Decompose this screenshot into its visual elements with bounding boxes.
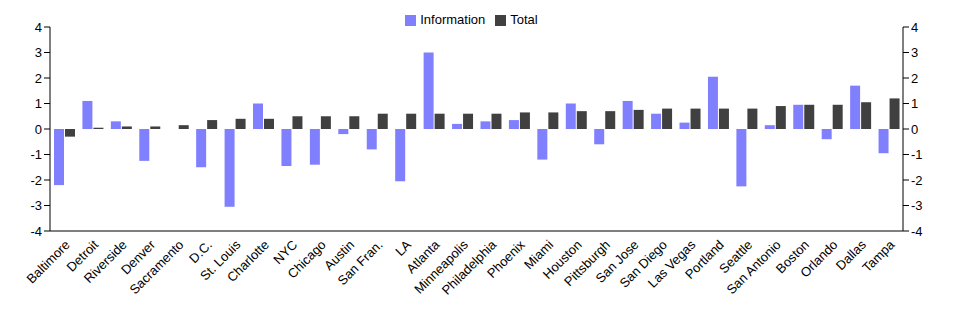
svg-text:-3: -3 xyxy=(30,198,42,213)
svg-text:Charlotte: Charlotte xyxy=(224,237,272,285)
svg-text:2: 2 xyxy=(911,71,918,86)
svg-text:Minneapolis: Minneapolis xyxy=(411,237,471,297)
svg-text:Sacramento: Sacramento xyxy=(126,237,186,297)
svg-text:Dallas: Dallas xyxy=(832,237,869,274)
html-text:Total: Total xyxy=(510,12,538,27)
svg-text:Denver: Denver xyxy=(117,237,159,278)
svg-text:Chicago: Chicago xyxy=(284,237,328,281)
svg-text:Atlanta: Atlanta xyxy=(403,237,443,277)
svg-text:Tampa: Tampa xyxy=(859,237,898,276)
svg-text:Boston: Boston xyxy=(772,237,813,277)
svg-text:3: 3 xyxy=(35,45,42,60)
svg-text:Pittsburgh: Pittsburgh xyxy=(561,237,614,289)
svg-text:0: 0 xyxy=(911,122,918,137)
svg-text:Riverside: Riverside xyxy=(80,237,130,286)
svg-text:San Jose: San Jose xyxy=(592,237,642,286)
svg-text:San Antonio: San Antonio xyxy=(723,237,784,298)
svg-text:D.C.: D.C. xyxy=(186,237,215,266)
svg-text:San Diego: San Diego xyxy=(616,237,670,291)
svg-text:Phoenix: Phoenix xyxy=(484,237,528,281)
svg-text:St. Louis: St. Louis xyxy=(197,237,244,284)
svg-text:1: 1 xyxy=(35,96,42,111)
svg-text:-1: -1 xyxy=(30,147,42,162)
svg-text:Seattle: Seattle xyxy=(716,237,756,277)
svg-text:4: 4 xyxy=(35,20,42,35)
svg-text:-2: -2 xyxy=(30,173,42,188)
html-text:Information: Information xyxy=(420,12,486,27)
svg-text:4: 4 xyxy=(911,20,918,35)
svg-text:-3: -3 xyxy=(911,198,923,213)
svg-text:Portland: Portland xyxy=(682,237,727,282)
svg-text:2: 2 xyxy=(35,71,42,86)
svg-text:Baltimore: Baltimore xyxy=(23,237,73,287)
svg-text:-2: -2 xyxy=(911,173,923,188)
svg-text:Miami: Miami xyxy=(521,237,557,273)
svg-text:Philadelphia: Philadelphia xyxy=(438,237,500,298)
svg-text:0: 0 xyxy=(35,122,42,137)
svg-text:-4: -4 xyxy=(30,224,42,239)
svg-text:LA: LA xyxy=(392,237,414,259)
svg-text:-4: -4 xyxy=(911,224,923,239)
svg-text:3: 3 xyxy=(911,45,918,60)
svg-text:1: 1 xyxy=(911,96,918,111)
svg-text:Houston: Houston xyxy=(539,237,585,282)
svg-text:Austin: Austin xyxy=(321,237,358,274)
svg-text:Orlando: Orlando xyxy=(797,237,840,280)
svg-text:-1: -1 xyxy=(911,147,923,162)
svg-text:Las Vegas: Las Vegas xyxy=(644,237,699,291)
svg-text:Detroit: Detroit xyxy=(63,237,102,275)
svg-text:San Fran.: San Fran. xyxy=(335,237,386,288)
svg-text:NYC: NYC xyxy=(270,237,301,268)
